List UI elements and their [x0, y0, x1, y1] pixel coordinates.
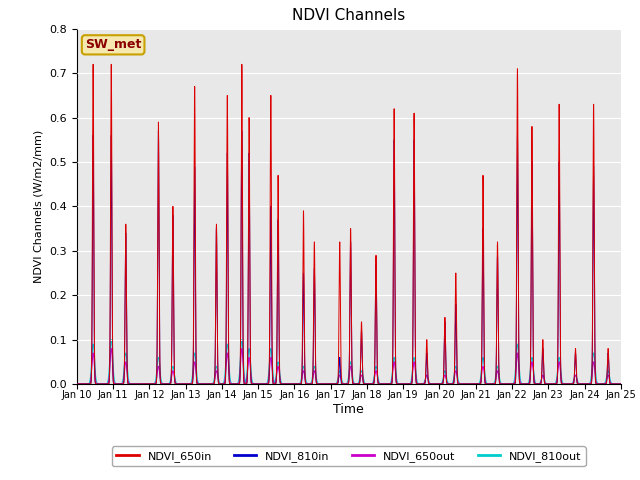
X-axis label: Time: Time: [333, 403, 364, 416]
Text: SW_met: SW_met: [85, 38, 141, 51]
Y-axis label: NDVI Channels (W/m2/mm): NDVI Channels (W/m2/mm): [34, 130, 44, 283]
Legend: NDVI_650in, NDVI_810in, NDVI_650out, NDVI_810out: NDVI_650in, NDVI_810in, NDVI_650out, NDV…: [112, 446, 586, 466]
Title: NDVI Channels: NDVI Channels: [292, 9, 405, 24]
